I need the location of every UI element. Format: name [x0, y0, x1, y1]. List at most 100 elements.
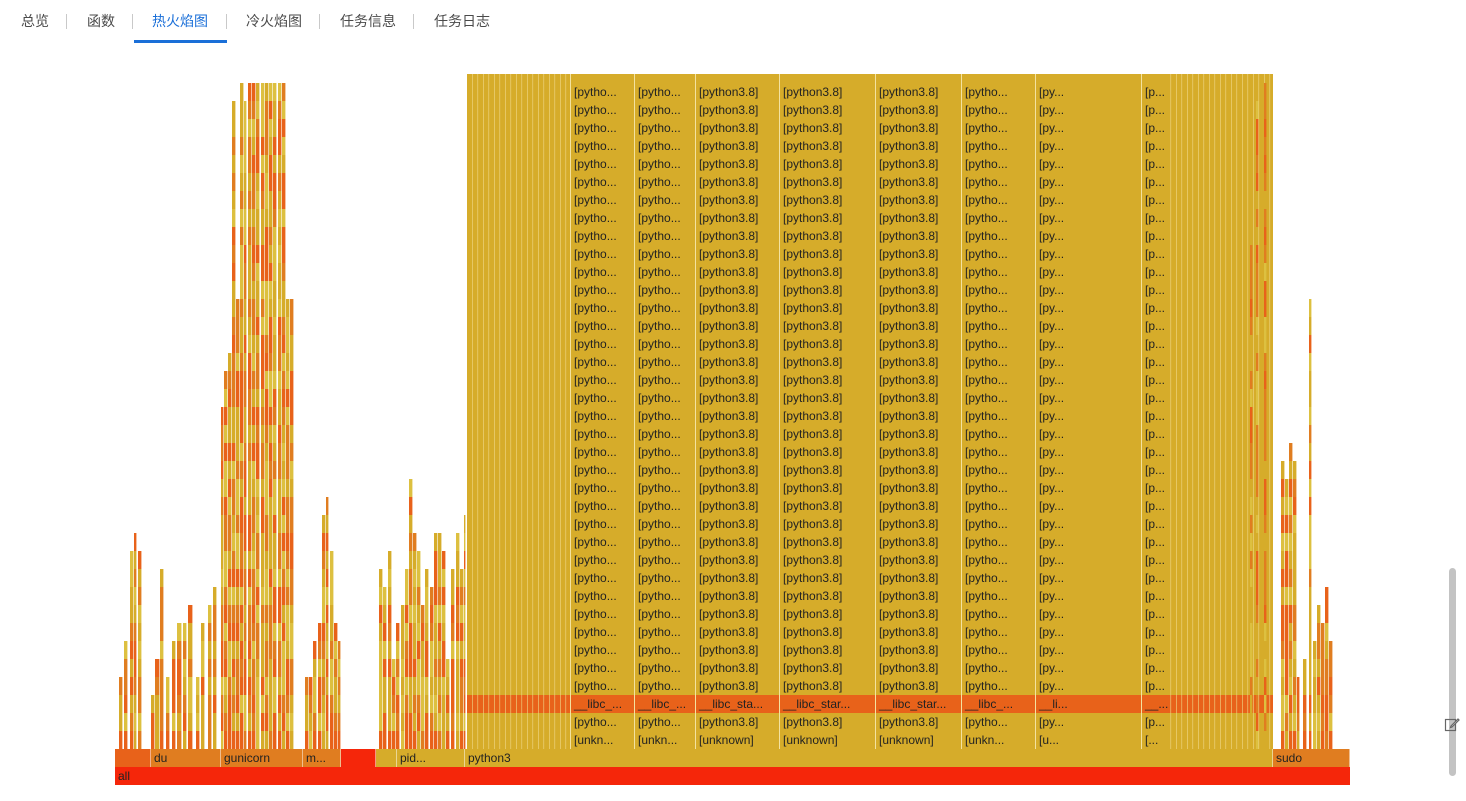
- flame-frame[interactable]: [256, 335, 260, 353]
- flame-frame[interactable]: [1281, 641, 1285, 659]
- flame-frame[interactable]: [1309, 335, 1312, 353]
- flame-frame[interactable]: [134, 731, 137, 749]
- flame-frame[interactable]: [278, 137, 282, 155]
- flame-frame[interactable]: [413, 551, 417, 569]
- flame-frame[interactable]: [155, 731, 160, 749]
- flame-frame[interactable]: [438, 677, 442, 695]
- flame-frame[interactable]: [1289, 605, 1293, 623]
- flame-frame[interactable]: [383, 623, 387, 641]
- flame-frame[interactable]: [278, 281, 282, 299]
- flame-frame[interactable]: [1289, 569, 1293, 587]
- flame-frame[interactable]: [278, 731, 282, 749]
- flame-frame[interactable]: [318, 731, 322, 749]
- flame-frame[interactable]: [1281, 731, 1285, 749]
- flame-frame[interactable]: [138, 551, 142, 569]
- flame-frame[interactable]: [1317, 713, 1321, 731]
- flame-frame[interactable]: [286, 713, 290, 731]
- flame-frame[interactable]: [273, 461, 277, 479]
- flame-frame[interactable]: [446, 659, 450, 677]
- flame-frame[interactable]: [252, 407, 256, 425]
- flame-frame[interactable]: [269, 641, 273, 659]
- flame-frame-level1[interactable]: [1273, 749, 1350, 767]
- flame-frame[interactable]: [269, 569, 273, 587]
- flame-frame[interactable]: [278, 695, 282, 713]
- flame-frame[interactable]: [269, 623, 273, 641]
- flame-frame[interactable]: [244, 155, 247, 173]
- flame-frame[interactable]: [1250, 317, 1253, 335]
- flame-frame[interactable]: [1256, 371, 1259, 389]
- flame-frame[interactable]: [434, 623, 438, 641]
- flame-frame[interactable]: [409, 623, 413, 641]
- flame-frame[interactable]: [138, 569, 142, 587]
- flame-frame[interactable]: [290, 641, 294, 659]
- flame-frame[interactable]: [256, 173, 260, 191]
- flame-frame[interactable]: [282, 641, 286, 659]
- flame-frame[interactable]: [282, 515, 286, 533]
- flame-frame[interactable]: [256, 227, 260, 245]
- flame-frame[interactable]: [1264, 443, 1267, 461]
- flame-frame[interactable]: [413, 623, 417, 641]
- flame-frame[interactable]: [248, 623, 252, 641]
- flame-frame[interactable]: [252, 353, 256, 371]
- flame-frame[interactable]: [261, 515, 265, 533]
- flame-frame[interactable]: [425, 587, 429, 605]
- flame-frame[interactable]: [379, 587, 383, 605]
- flame-frame[interactable]: [244, 623, 247, 641]
- flame-frame[interactable]: [388, 623, 392, 641]
- flame-frame[interactable]: [425, 641, 429, 659]
- flame-frame[interactable]: [413, 569, 417, 587]
- flame-frame[interactable]: [1250, 569, 1253, 587]
- flame-frame[interactable]: [138, 605, 142, 623]
- flame-frame[interactable]: [134, 605, 137, 623]
- flame-frame[interactable]: [273, 425, 277, 443]
- flame-frame[interactable]: [417, 677, 421, 695]
- flame-frame[interactable]: [248, 695, 252, 713]
- flame-frame[interactable]: [1285, 605, 1289, 623]
- flame-frame[interactable]: [1264, 191, 1267, 209]
- flame-frame[interactable]: [1256, 569, 1259, 587]
- flame-frame[interactable]: [313, 677, 317, 695]
- flame-frame[interactable]: [273, 677, 277, 695]
- flame-frame[interactable]: [388, 695, 392, 713]
- flame-frame[interactable]: [282, 191, 286, 209]
- flame-frame[interactable]: [248, 335, 252, 353]
- flame-frame[interactable]: [1309, 695, 1312, 713]
- flame-frame[interactable]: [130, 623, 134, 641]
- flame-frame[interactable]: [256, 461, 260, 479]
- flame-frame[interactable]: [282, 407, 286, 425]
- flame-frame[interactable]: [273, 533, 277, 551]
- flame-frame[interactable]: [278, 173, 282, 191]
- flame-frame[interactable]: [413, 605, 417, 623]
- flame-frame[interactable]: [282, 497, 286, 515]
- flame-frame[interactable]: [417, 641, 421, 659]
- flame-frame[interactable]: [232, 389, 236, 407]
- flame-frame[interactable]: [1309, 497, 1312, 515]
- flame-frame[interactable]: [1309, 353, 1312, 371]
- flame-frame[interactable]: [409, 605, 413, 623]
- flame-frame[interactable]: [261, 317, 265, 335]
- flame-frame[interactable]: [172, 677, 176, 695]
- flame-frame[interactable]: [379, 641, 383, 659]
- flame-frame[interactable]: [442, 659, 446, 677]
- flame-frame[interactable]: [269, 461, 273, 479]
- flame-frame[interactable]: [282, 227, 286, 245]
- flame-frame[interactable]: [1256, 587, 1259, 605]
- flame-frame[interactable]: [138, 587, 142, 605]
- flame-frame[interactable]: [392, 695, 396, 713]
- flame-frame[interactable]: [265, 533, 269, 551]
- flame-frame[interactable]: [188, 641, 193, 659]
- flame-frame[interactable]: [240, 479, 244, 497]
- flame-frame[interactable]: [240, 335, 244, 353]
- flame-frame[interactable]: [261, 227, 265, 245]
- flame-frame[interactable]: [177, 677, 182, 695]
- flame-frame[interactable]: [278, 191, 282, 209]
- flame-frame[interactable]: [240, 569, 244, 587]
- flame-frame[interactable]: [138, 623, 142, 641]
- flame-frame[interactable]: [1285, 587, 1289, 605]
- flame-frame[interactable]: [236, 569, 240, 587]
- flame-frame[interactable]: [265, 425, 269, 443]
- flame-frame[interactable]: [282, 587, 286, 605]
- flame-frame[interactable]: [269, 605, 273, 623]
- flame-frame[interactable]: [1325, 605, 1329, 623]
- flame-frame[interactable]: [240, 695, 244, 713]
